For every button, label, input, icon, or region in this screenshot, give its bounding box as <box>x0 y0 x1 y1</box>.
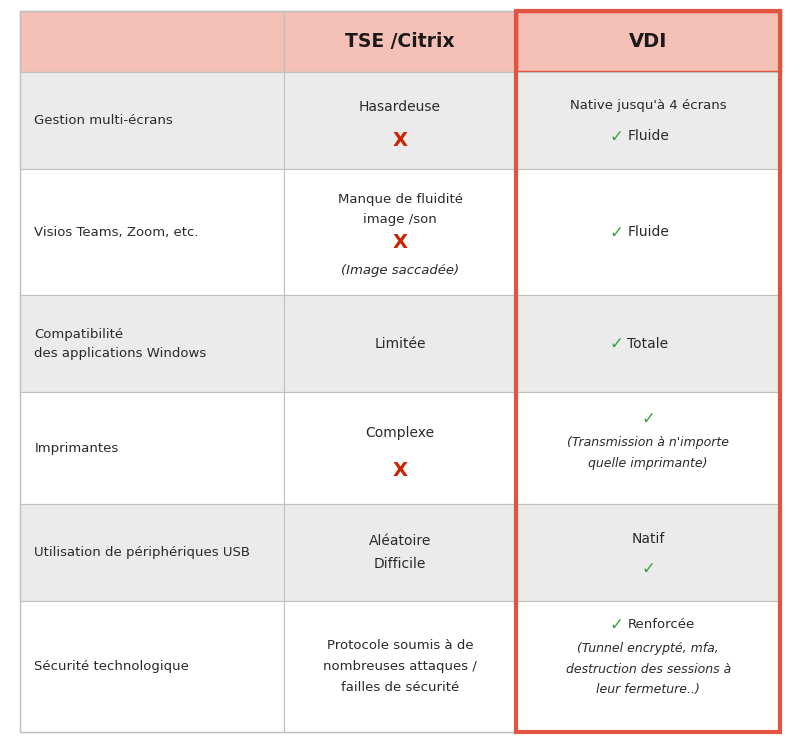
Bar <box>283 72 517 169</box>
Bar <box>20 601 283 732</box>
Text: Compatibilité
des applications Windows: Compatibilité des applications Windows <box>34 328 206 360</box>
Text: Protocole soumis à de: Protocole soumis à de <box>326 639 474 652</box>
Bar <box>20 11 283 72</box>
Bar <box>20 296 283 392</box>
Text: nombreuses attaques /: nombreuses attaques / <box>323 660 477 673</box>
Bar <box>517 169 780 296</box>
Text: ✓: ✓ <box>642 560 655 578</box>
Text: Natif: Natif <box>631 532 665 546</box>
Text: ✓: ✓ <box>610 615 624 634</box>
Text: VDI: VDI <box>629 32 667 51</box>
Text: Renforcée: Renforcée <box>627 618 694 631</box>
Text: Utilisation de périphériques USB: Utilisation de périphériques USB <box>34 546 250 559</box>
Text: X: X <box>393 131 407 150</box>
Text: Gestion multi-écrans: Gestion multi-écrans <box>34 114 173 127</box>
Bar <box>20 392 283 504</box>
Text: ✓: ✓ <box>642 410 655 428</box>
Bar <box>20 504 283 601</box>
Bar <box>517 296 780 392</box>
Text: Complexe: Complexe <box>366 426 434 440</box>
Text: Fluide: Fluide <box>627 225 670 239</box>
Text: Visios Teams, Zoom, etc.: Visios Teams, Zoom, etc. <box>34 226 199 239</box>
Text: failles de sécurité: failles de sécurité <box>341 681 459 694</box>
Text: Native jusqu'à 4 écrans: Native jusqu'à 4 écrans <box>570 99 726 112</box>
Text: (Tunnel encrypté, mfa,: (Tunnel encrypté, mfa, <box>578 641 719 655</box>
Text: Manque de fluidité: Manque de fluidité <box>338 193 462 206</box>
Text: Limitée: Limitée <box>374 337 426 351</box>
Text: TSE /Citrix: TSE /Citrix <box>345 32 455 51</box>
Bar <box>517 11 780 72</box>
Text: quelle imprimante): quelle imprimante) <box>589 457 708 470</box>
Bar <box>517 392 780 504</box>
Bar <box>20 72 283 169</box>
Bar <box>283 296 517 392</box>
Bar <box>517 504 780 601</box>
Text: image /son: image /son <box>363 213 437 227</box>
Text: Imprimantes: Imprimantes <box>34 441 118 455</box>
Bar <box>517 11 780 732</box>
Text: destruction des sessions à: destruction des sessions à <box>566 663 731 675</box>
Text: (Image saccadée): (Image saccadée) <box>341 264 459 276</box>
Text: leur fermeture..): leur fermeture..) <box>596 684 700 696</box>
Bar <box>283 601 517 732</box>
Text: X: X <box>393 461 407 480</box>
Text: Totale: Totale <box>627 337 669 351</box>
Bar <box>283 169 517 296</box>
Text: ✓: ✓ <box>610 224 624 241</box>
Text: Difficile: Difficile <box>374 557 426 571</box>
Text: (Transmission à n'importe: (Transmission à n'importe <box>567 436 730 449</box>
Bar <box>20 169 283 296</box>
Text: ✓: ✓ <box>610 127 624 146</box>
Text: Aléatoire: Aléatoire <box>369 533 431 548</box>
Bar <box>283 504 517 601</box>
Text: Hasardeuse: Hasardeuse <box>359 100 441 114</box>
Bar <box>517 601 780 732</box>
Text: ✓: ✓ <box>610 335 624 353</box>
Text: Sécurité technologique: Sécurité technologique <box>34 660 190 673</box>
Bar <box>283 11 517 72</box>
Text: Fluide: Fluide <box>627 129 670 143</box>
Bar <box>283 392 517 504</box>
Text: X: X <box>393 233 407 252</box>
Bar <box>517 72 780 169</box>
